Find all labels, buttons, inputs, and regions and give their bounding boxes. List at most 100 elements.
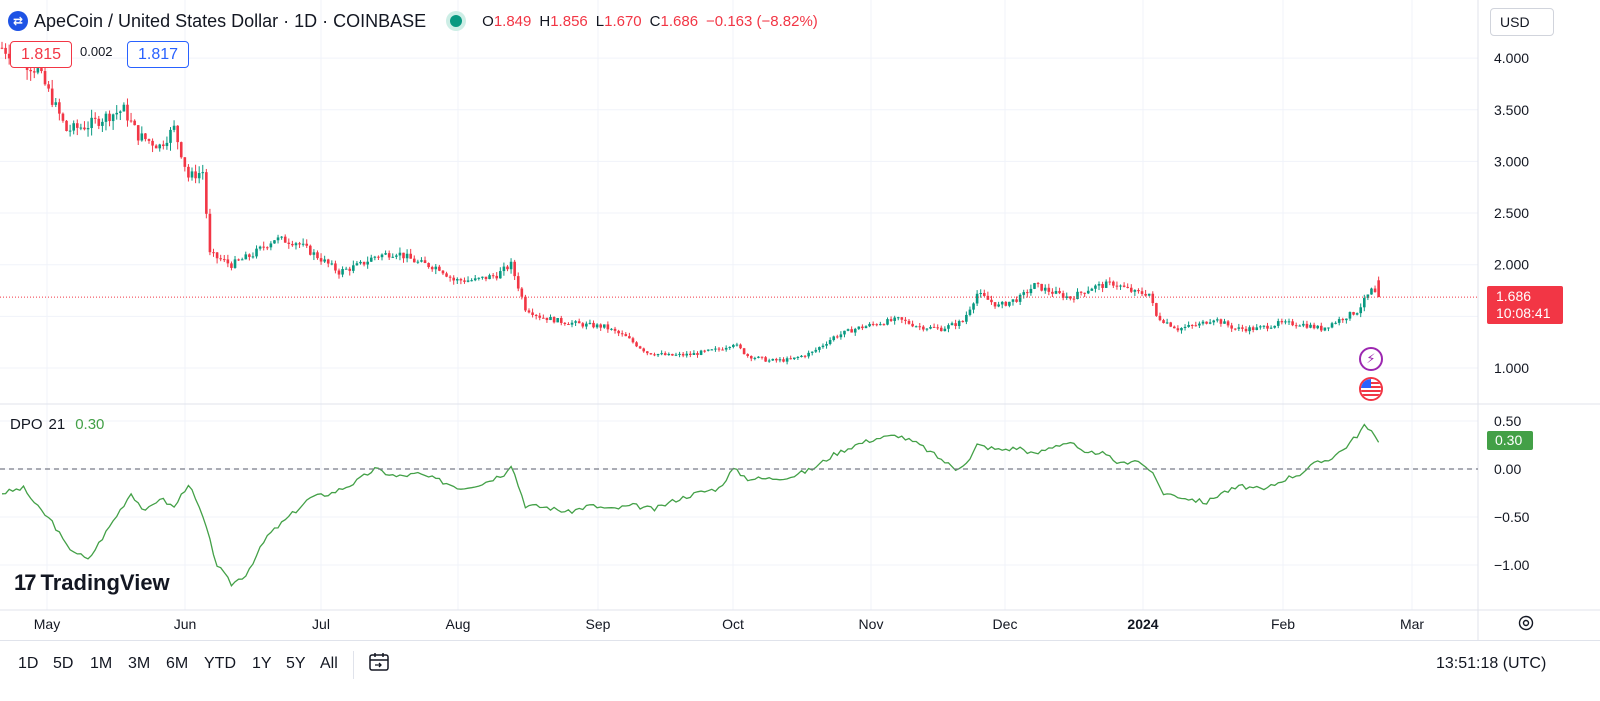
settings-gear-icon[interactable]	[1517, 614, 1535, 632]
symbol-legend[interactable]: ⇄ ApeCoin / United States Dollar · 1D · …	[8, 9, 818, 33]
timeframe-1m[interactable]: 1M	[90, 655, 113, 672]
timeframe-3m[interactable]: 3M	[128, 655, 151, 672]
candle-body	[140, 133, 144, 141]
candle-body	[0, 47, 4, 49]
utc-clock[interactable]: 13:51:18 (UTC)	[1436, 655, 1547, 672]
candle-body	[68, 130, 72, 132]
timeframe-1y[interactable]: 1Y	[252, 655, 272, 672]
timeframe-6m[interactable]: 6M	[166, 655, 189, 672]
time-tick-label: Sep	[586, 616, 611, 632]
candle-body	[861, 326, 864, 329]
timeframe-all[interactable]: All	[320, 655, 338, 672]
candle-body	[1330, 323, 1334, 328]
candle-body	[760, 356, 764, 358]
candle-body	[1065, 296, 1069, 298]
candle-body	[1076, 291, 1079, 300]
price-tick-label: 2.000	[1494, 257, 1529, 273]
sell-button[interactable]: 1.815	[10, 41, 72, 68]
candle-body	[1319, 325, 1323, 331]
candle-body	[1366, 294, 1370, 298]
candle-body	[172, 125, 176, 130]
currency-selector[interactable]: USD	[1490, 8, 1554, 36]
candle-body	[183, 157, 187, 167]
candle-body	[54, 102, 58, 105]
candle-body	[853, 328, 857, 333]
candle-body	[97, 118, 101, 126]
spread-value: 0.002	[80, 44, 113, 59]
candle-body	[366, 261, 369, 265]
buy-button[interactable]: 1.817	[127, 41, 189, 68]
candle-body	[129, 120, 133, 122]
tradingview-wordmark: TradingView	[40, 570, 170, 595]
candle-body	[1219, 319, 1223, 324]
candle-body	[581, 323, 585, 327]
candle-body	[258, 246, 262, 249]
dpo-legend[interactable]: DPO 21 0.30	[10, 416, 104, 433]
candle-body	[205, 172, 208, 214]
candle-body	[1011, 299, 1015, 302]
timeframe-ytd[interactable]: YTD	[204, 655, 236, 672]
time-tick-label: 2024	[1127, 616, 1158, 632]
candle-body	[427, 263, 430, 268]
candle-body	[732, 344, 735, 347]
candle-body	[251, 256, 255, 258]
candle-body	[1223, 321, 1226, 324]
us-flag-event-icon[interactable]	[1359, 377, 1383, 401]
candle-body	[1051, 291, 1054, 294]
candle-body	[1108, 281, 1112, 283]
market-status-icon[interactable]	[450, 15, 463, 27]
candle-body	[1312, 324, 1316, 329]
candle-body	[968, 309, 972, 315]
candle-body	[481, 276, 484, 278]
candle-body	[1216, 319, 1219, 321]
candle-body	[294, 243, 298, 246]
candle-body	[635, 342, 638, 347]
candle-body	[735, 344, 739, 346]
candle-body	[975, 293, 979, 304]
date-range-calendar-icon[interactable]	[368, 651, 390, 673]
candle-body	[1377, 280, 1380, 298]
candle-body	[1158, 315, 1162, 321]
candle-body	[1194, 325, 1198, 327]
time-tick-label: Jul	[312, 616, 330, 632]
high-value: 1.856	[550, 12, 588, 30]
timeframe-1d[interactable]: 1D	[18, 655, 39, 672]
ohlc-values: O1.849 H1.856 L1.670 C1.686 −0.163 (−8.8…	[482, 13, 818, 30]
lightning-event-icon[interactable]: ⚡	[1359, 347, 1383, 371]
candle-body	[671, 353, 674, 356]
price-tick-label: 4.000	[1494, 50, 1529, 66]
candle-body	[169, 129, 172, 143]
candle-body	[219, 258, 222, 260]
candle-body	[746, 354, 749, 357]
tradingview-logo[interactable]: 17 TradingView	[14, 570, 170, 596]
candle-body	[914, 326, 918, 328]
candle-body	[749, 356, 753, 359]
candle-body	[1147, 293, 1151, 296]
candle-body	[90, 117, 93, 129]
time-tick-label: Jun	[174, 616, 197, 632]
candle-body	[864, 326, 868, 329]
candle-body	[1104, 281, 1108, 288]
symbol-title[interactable]: ApeCoin / United States Dollar · 1D · CO…	[34, 10, 427, 31]
candle-body	[162, 144, 165, 147]
candle-body	[93, 117, 97, 119]
candle-body	[534, 314, 538, 316]
candle-body	[1029, 288, 1033, 294]
candle-body	[757, 356, 760, 358]
candle-body	[1172, 326, 1176, 329]
candle-body	[50, 88, 54, 105]
candle-body	[879, 324, 882, 326]
candle-body	[273, 240, 276, 244]
dpo-series	[1, 423, 1380, 588]
candle-body	[993, 302, 997, 307]
candle-body	[889, 319, 893, 321]
candle-body	[818, 347, 821, 350]
timeframe-5y[interactable]: 5Y	[286, 655, 306, 672]
candle-body	[1061, 293, 1065, 298]
candle-body	[552, 316, 556, 323]
candle-body	[882, 324, 886, 326]
timeframe-5d[interactable]: 5D	[53, 655, 74, 672]
candle-body	[789, 358, 792, 360]
candle-body	[72, 123, 75, 131]
